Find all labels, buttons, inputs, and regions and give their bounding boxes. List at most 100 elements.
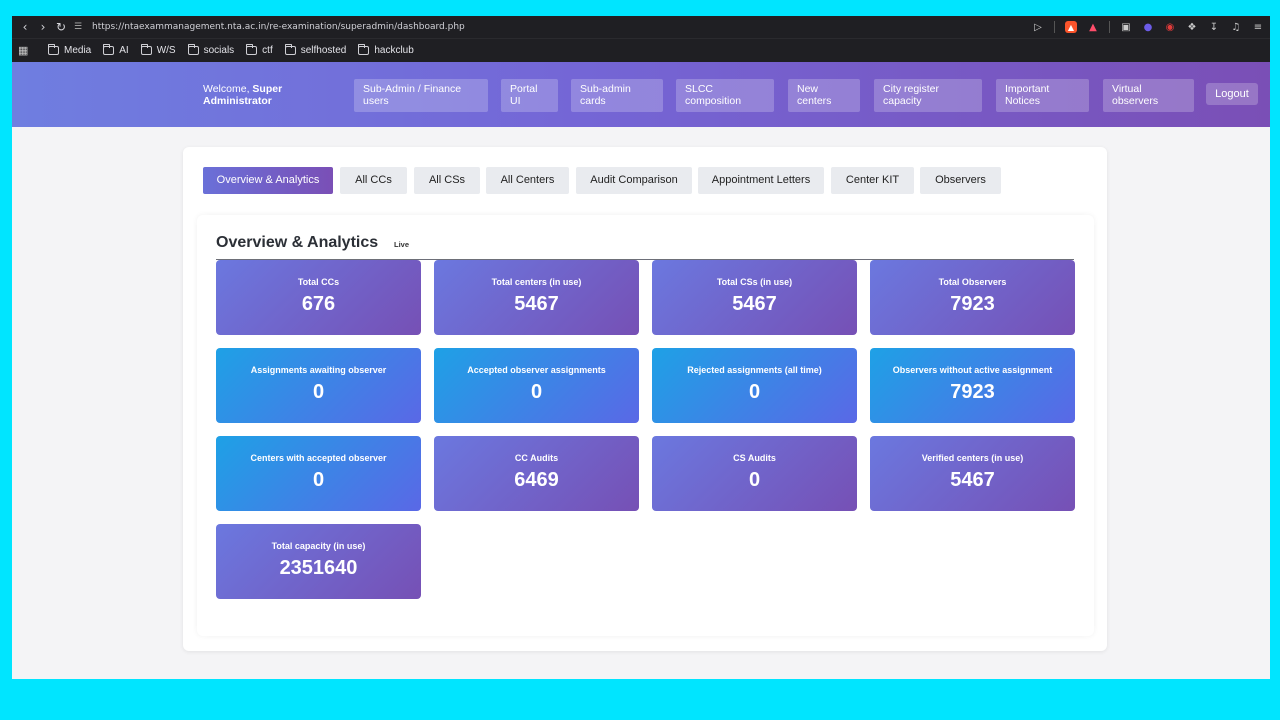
nav-label: Important (1005, 83, 1050, 95)
stat-card-centers-accepted-observer: Centers with accepted observer 0 (216, 436, 421, 511)
stat-card-verified-centers: Verified centers (in use) 5467 (870, 436, 1075, 511)
stat-value: 6469 (514, 469, 559, 491)
bookmarks-bar: ▦ Media AI W/S socials ctf selfhosted ha… (12, 38, 1270, 62)
tab-overview-analytics[interactable]: Overview & Analytics (203, 167, 333, 194)
browser-toolbar: ‹ › ↻ ☰ https://ntaexammanagement.nta.ac… (12, 16, 1270, 38)
stat-label: Verified centers (in use) (921, 453, 1024, 463)
play-icon[interactable]: ▷ (1034, 21, 1042, 33)
bookmark-label: W/S (156, 45, 176, 56)
stat-card-rejected-assignments: Rejected assignments (all time) 0 (652, 348, 857, 423)
back-icon[interactable]: ‹ (22, 20, 28, 34)
overview-panel: Overview & Analytics Live Total CCs 676 … (197, 215, 1094, 636)
stat-card-total-capacity: Total capacity (in use) 2351640 (216, 524, 421, 599)
nav-subadmin-cards[interactable]: Sub-admin cards (571, 79, 663, 112)
folder-icon (246, 44, 258, 55)
nav-label: users (363, 95, 389, 107)
media-icon[interactable]: ♫ (1231, 21, 1241, 33)
tab-center-kit[interactable]: Center KIT (831, 167, 914, 194)
bookmark-folder[interactable]: AI (103, 44, 129, 56)
nav-subadmin-finance-users[interactable]: Sub-Admin / Finance users (354, 79, 488, 112)
stat-label: Total CCs (297, 277, 340, 287)
app-header: Welcome, Super Administrator Sub-Admin /… (12, 62, 1270, 127)
separator (1054, 21, 1055, 33)
stat-label: Observers without active assignment (892, 365, 1053, 375)
stat-card-total-ccs: Total CCs 676 (216, 260, 421, 335)
brave-rewards-icon[interactable]: ▲ (1089, 21, 1097, 33)
menu-icon[interactable]: ≡ (1253, 21, 1263, 33)
nav-label: Sub-Admin / Finance (363, 83, 462, 95)
nav-label: City register (883, 83, 940, 95)
bookmark-folder[interactable]: socials (187, 44, 234, 56)
nav-portal-ui[interactable]: Portal UI (501, 79, 558, 112)
nav-label: centers (797, 95, 832, 107)
tab-all-ccs[interactable]: All CCs (340, 167, 407, 194)
nav-label: New (797, 83, 819, 95)
stat-card-total-css: Total CSs (in use) 5467 (652, 260, 857, 335)
stat-value: 676 (301, 293, 336, 315)
wallet-icon[interactable]: ▣ (1121, 21, 1131, 33)
stat-label: Centers with accepted observer (250, 453, 387, 463)
welcome-text: Welcome, Super Administrator (203, 83, 313, 107)
tab-all-css[interactable]: All CSs (414, 167, 480, 194)
nav-label: UI (510, 95, 521, 107)
nav-label: Notices (1005, 95, 1041, 107)
tab-audit-comparison[interactable]: Audit Comparison (576, 167, 692, 194)
nav-new-centers[interactable]: New centers (788, 79, 860, 112)
stat-label: Rejected assignments (all time) (687, 365, 822, 375)
download-icon[interactable]: ↧ (1209, 21, 1219, 33)
bookmark-folder[interactable]: hackclub (358, 44, 414, 56)
site-settings-icon[interactable]: ☰ (74, 22, 83, 32)
nav-label: SLCC (685, 83, 714, 95)
address-bar[interactable]: https://ntaexammanagement.nta.ac.in/re-e… (92, 22, 465, 32)
bookmark-folder[interactable]: W/S (140, 44, 176, 56)
live-badge: Live (394, 240, 410, 249)
puzzle-icon[interactable]: ❖ (1187, 21, 1197, 33)
tab-appointment-letters[interactable]: Appointment Letters (698, 167, 824, 194)
stat-value: 0 (748, 381, 761, 403)
stat-card-accepted-assignments: Accepted observer assignments 0 (434, 348, 639, 423)
tab-observers[interactable]: Observers (920, 167, 1001, 194)
divider (216, 259, 1074, 260)
bookmark-folder[interactable]: Media (48, 44, 91, 56)
stat-value: 0 (530, 381, 543, 403)
apps-icon[interactable]: ▦ (18, 45, 29, 57)
nav-label: composition (685, 95, 742, 107)
nav-city-register-capacity[interactable]: City register capacity (874, 79, 982, 112)
extension-icon[interactable]: ◉ (1165, 21, 1175, 33)
stat-label: Total CSs (in use) (716, 277, 793, 287)
brave-shield-icon[interactable]: ▲ (1065, 21, 1077, 33)
reload-icon[interactable]: ↻ (55, 20, 67, 34)
folder-icon (140, 44, 152, 55)
stat-value: 0 (312, 381, 325, 403)
nav-important-notices[interactable]: Important Notices (996, 79, 1089, 112)
stat-value: 0 (748, 469, 761, 491)
nav-label: Sub-admin (580, 83, 631, 95)
stat-label: Total Observers (938, 277, 1007, 287)
nav-virtual-observers[interactable]: Virtual observers (1103, 79, 1194, 112)
stat-label: Accepted observer assignments (467, 365, 606, 375)
bookmark-label: hackclub (374, 45, 414, 56)
bookmark-folder[interactable]: selfhosted (284, 44, 347, 56)
nav-label: Portal (510, 83, 538, 95)
folder-icon (358, 44, 370, 55)
folder-icon (187, 44, 199, 55)
welcome-role: Administrator (203, 95, 272, 107)
stat-card-total-observers: Total Observers 7923 (870, 260, 1075, 335)
stat-label: CS Audits (733, 453, 776, 463)
tab-all-centers[interactable]: All Centers (486, 167, 569, 194)
nav-label: capacity (883, 95, 922, 107)
stat-value: 7923 (950, 381, 995, 403)
stat-card-assignments-awaiting: Assignments awaiting observer 0 (216, 348, 421, 423)
bookmark-label: selfhosted (300, 45, 347, 56)
folder-icon (48, 44, 59, 55)
forward-icon[interactable]: › (40, 20, 46, 34)
stat-card-total-centers: Total centers (in use) 5467 (434, 260, 639, 335)
nav-label: cards (580, 95, 606, 107)
stat-label: Assignments awaiting observer (250, 365, 387, 375)
bookmark-folder[interactable]: ctf (246, 44, 273, 56)
stat-label: CC Audits (514, 453, 559, 463)
folder-icon (103, 44, 115, 55)
extension-icon[interactable]: ● (1143, 21, 1153, 33)
nav-slcc-composition[interactable]: SLCC composition (676, 79, 774, 112)
logout-button[interactable]: Logout (1206, 83, 1258, 105)
